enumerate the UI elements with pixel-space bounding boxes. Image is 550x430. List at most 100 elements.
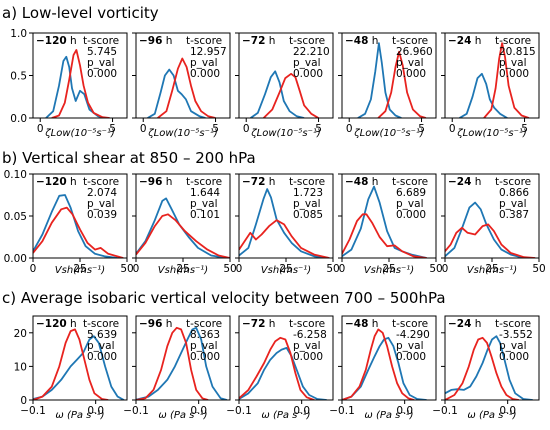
series-b-line [239,336,315,400]
stat-value: -3.552 [499,329,533,341]
p-label: p_val [190,198,217,210]
p-value: 0.000 [293,351,323,363]
series-a-line [445,335,533,400]
p-label: p_val [499,198,526,210]
x-tick-label: 25 [73,263,86,275]
series-b-line [239,219,330,258]
series-a-line [239,346,327,400]
x-axis-label: ζLow(10⁻⁵s⁻¹) [456,128,527,139]
series-a-line [136,326,228,400]
x-tick-label: 50 [429,263,442,275]
lead-time-label: −120 h [36,318,77,330]
lead-time-label: −72 h [242,35,275,47]
x-tick-label: 5 [418,123,425,135]
x-tick-label: −0.1 [432,405,458,417]
stat-value: 5.745 [87,46,117,58]
y-tick-label: 0.00 [4,253,27,265]
x-axis-label: Vsh(ms⁻¹) [158,265,208,276]
x-axis-label: ζLow(10⁻⁵s⁻¹) [353,128,424,139]
x-tick-label: 5 [521,123,528,135]
x-tick-label: 5 [315,123,322,135]
p-label: p_val [396,198,423,210]
plot-frame [238,315,334,401]
series-b-line [377,50,427,118]
p-value: 0.085 [293,209,323,221]
panel-2-1: 0 25 50 0.00 0.05 0.10 −120 h t-score2.074p_val… [4,169,134,276]
stat-value: 5.639 [87,329,117,341]
stat-value: 20.815 [499,46,536,58]
row-title: a) Low-level vorticity [2,4,159,22]
row-3: c) Average isobaric vertical velocity be… [2,289,540,421]
x-tick-label: −0.1 [123,405,149,417]
x-tick-label: 0 [133,263,140,275]
stat-value: 2.074 [87,187,117,199]
series-b-line [33,328,109,400]
series-a-line [239,188,330,258]
y-tick-label: 10 [14,361,27,373]
x-tick-label: 0 [30,263,37,275]
series-a-line [445,201,525,258]
p-value: 0.000 [396,68,426,80]
x-axis-label: ζLow(10⁻⁵s⁻¹) [44,128,115,139]
stat-value: -4.290 [396,329,430,341]
x-axis-label: ω (Pa s⁻¹) [467,410,516,421]
stat-label: t-score [83,318,119,330]
p-value: 0.000 [293,68,323,80]
stat-value: 6.689 [396,187,426,199]
panel-3-1: −0.1 0.0 0 10 20 −120 h t-score5.639p_val0.000… [14,315,128,421]
x-axis-label: Vsh(ms⁻¹) [467,265,517,276]
stat-label: t-score [495,176,531,188]
x-axis-label: ζLow(10⁻⁵s⁻¹) [147,128,218,139]
p-label: p_val [293,198,320,210]
x-tick-label: 0.0 [190,405,207,417]
row-title: c) Average isobaric vertical velocity be… [2,289,446,307]
x-tick-label: 5 [109,123,116,135]
p-label: p_val [396,340,423,352]
lead-time-label: −48 h [345,176,378,188]
x-axis-label: Vsh(ms⁻¹) [261,265,311,276]
x-tick-label: 0.0 [87,405,104,417]
x-tick-label: 0 [346,123,353,135]
series-a-line [357,42,402,118]
x-tick-label: 25 [485,263,498,275]
x-axis-label: Vsh(ms⁻¹) [55,265,105,276]
x-tick-label: −0.1 [226,405,252,417]
stat-label: t-score [289,176,325,188]
stat-label: t-score [83,176,119,188]
lead-time-label: −72 h [242,318,275,330]
series-b-line [262,72,319,118]
x-tick-label: 50 [532,263,545,275]
stat-label: t-score [392,176,428,188]
y-tick-label: 0.05 [4,211,27,223]
stat-label: t-score [495,318,531,330]
series-b-line [136,213,230,258]
stat-label: t-score [83,35,119,47]
x-axis-label: ω (Pa s⁻¹) [261,410,310,421]
x-tick-label: 0 [449,123,456,135]
stat-value: 0.866 [499,187,529,199]
stat-value: 1.644 [190,187,220,199]
p-value: 0.101 [190,209,220,221]
plot-frame [135,315,231,401]
x-axis-label: ω (Pa s⁻¹) [158,410,207,421]
p-value: 0.000 [396,209,426,221]
p-value: 0.000 [87,351,117,363]
series-a-line [250,70,305,118]
p-label: p_val [190,57,217,69]
series-b-line [51,49,110,118]
p-value: 0.000 [87,68,117,80]
stat-value: 8.363 [190,329,220,341]
x-tick-label: 25 [279,263,292,275]
p-value: 0.000 [190,351,220,363]
x-tick-label: 0 [37,123,44,135]
stat-label: t-score [392,35,428,47]
series-a-line [342,336,427,400]
